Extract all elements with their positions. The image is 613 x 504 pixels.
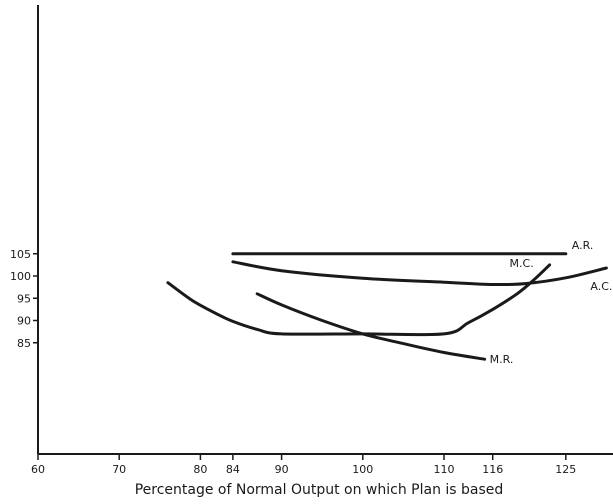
curves [166,252,608,361]
x-tick-label: 80 [193,463,207,476]
x-ticks: 60 70 80 84 90 100 110 116 125 [31,454,576,476]
y-tick-label: 100 [10,270,31,283]
x-tick-label: 100 [352,463,373,476]
axes [37,5,613,455]
series-mc-label: M.C. [510,257,534,270]
series-ar-label: A.R. [572,239,594,252]
y-tick-label: 105 [10,248,31,261]
y-tick-label: 85 [17,337,31,350]
x-tick-label: 90 [275,463,289,476]
y-tick-label: 95 [17,292,31,305]
series-mc-curve [166,263,552,337]
x-tick-label: 125 [555,463,576,476]
x-tick-label: 110 [434,463,455,476]
x-tick-label: 70 [112,463,126,476]
x-axis-title: Percentage of Normal Output on which Pla… [135,482,504,498]
series-ac-label: A.C. [590,280,612,293]
x-tick-label: 116 [482,463,503,476]
series-mr-curve [255,292,487,361]
y-tick-label: 90 [17,315,31,328]
series-labels: A.R. A.C. M.C. M.R. [490,239,613,366]
series-ac-curve [231,260,608,287]
y-ticks: 85 90 95 100 105 [10,248,38,350]
x-tick-label: 60 [31,463,45,476]
x-tick-label: 84 [226,463,240,476]
series-mr-label: M.R. [490,353,514,366]
